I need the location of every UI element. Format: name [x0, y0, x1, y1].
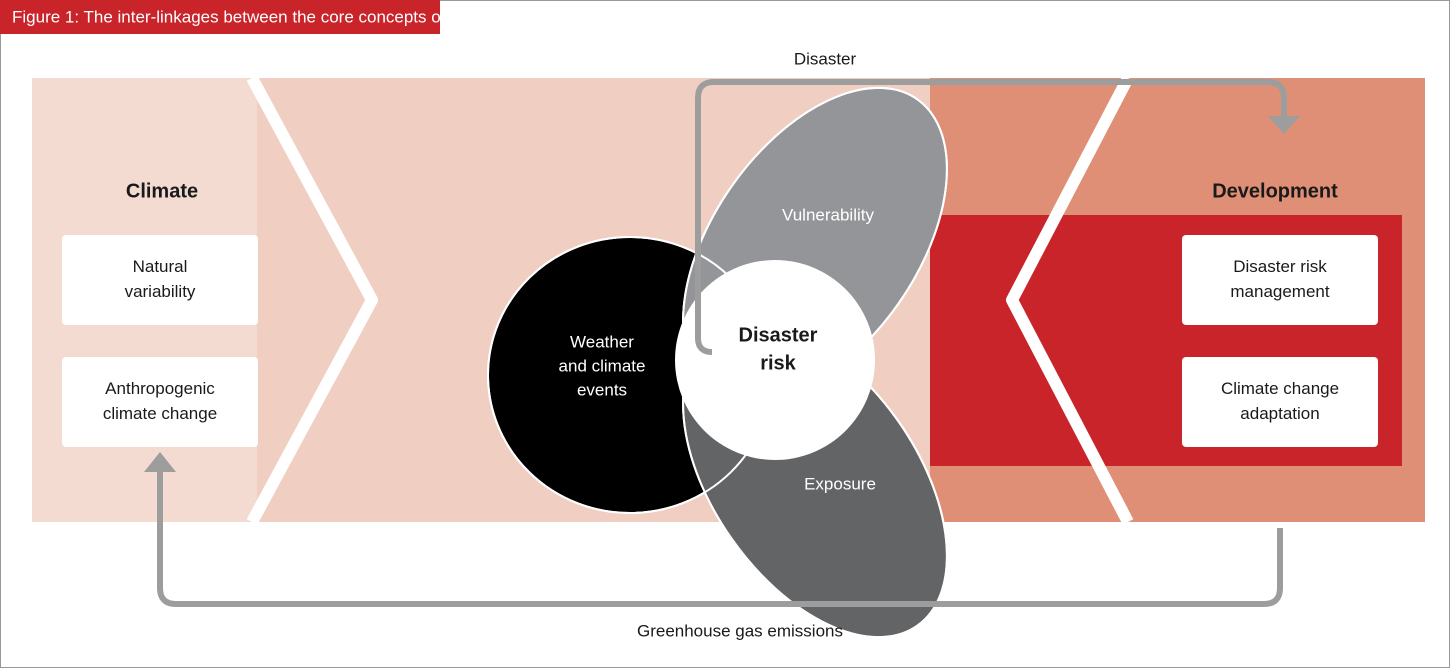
concept-box: [62, 235, 258, 325]
arrowhead: [1268, 116, 1300, 134]
exposure-label: Exposure: [804, 474, 876, 493]
hazard-label: Weather: [570, 332, 634, 351]
concept-box: [1182, 357, 1378, 447]
concept-box: [1182, 235, 1378, 325]
chevron: [246, 75, 378, 525]
concept-label: Disaster risk: [1233, 257, 1327, 276]
risk-label: Disaster: [739, 324, 818, 346]
vulnerability-label: Vulnerability: [782, 205, 874, 224]
chevron: [1006, 75, 1134, 525]
risk-label: risk: [760, 352, 796, 374]
panel-title: Climate: [126, 180, 198, 202]
hazard-label: events: [577, 380, 627, 399]
risk-circle: [675, 260, 875, 460]
arrow-label: Disaster: [794, 49, 857, 68]
hazard-label: and climate: [559, 356, 646, 375]
concept-label: Anthropogenic: [105, 379, 215, 398]
concept-label: Natural: [133, 257, 188, 276]
emissions-arrow: [157, 470, 1283, 607]
concept-label: adaptation: [1240, 404, 1319, 423]
arrowhead: [144, 452, 176, 472]
title-banner: [0, 0, 440, 34]
arrow-label: Greenhouse gas emissions: [637, 621, 843, 640]
concept-label: Climate change: [1221, 379, 1339, 398]
concept-label: management: [1230, 282, 1330, 301]
concept-box: [62, 357, 258, 447]
disaster-arrow: [695, 79, 1287, 355]
figure-title: Figure 1: The inter-linkages between the…: [12, 7, 496, 26]
concept-label: climate change: [103, 404, 217, 423]
panel-title: Development: [1212, 180, 1338, 202]
concept-label: variability: [125, 282, 196, 301]
